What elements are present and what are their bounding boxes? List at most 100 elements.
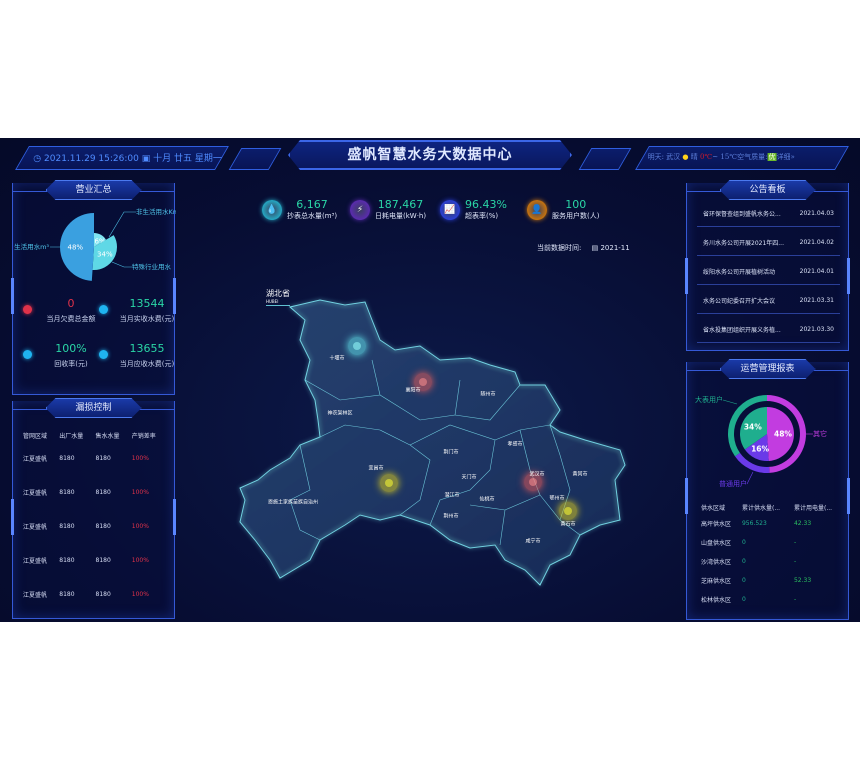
pie-slice[interactable] xyxy=(744,434,769,461)
donut-ring-segment[interactable] xyxy=(735,452,770,473)
pie-slice[interactable] xyxy=(59,213,94,281)
data-time-value[interactable]: 2021-11 xyxy=(600,244,630,252)
col-header: 累计用电量(... xyxy=(793,504,833,512)
table-cell: 江夏盛帆 xyxy=(23,489,48,497)
kpi-label: 服务用户数(人) xyxy=(552,212,600,220)
stat-item: 13655 当月应收水费(元) xyxy=(107,342,187,369)
pie-slice-label: 34% xyxy=(744,423,762,432)
data-time-label: 当前数据时间: xyxy=(537,244,582,252)
table-cell: 高坪供水区 xyxy=(701,521,732,528)
table-cell: 956.523 xyxy=(741,520,767,527)
province-name-en: HUBEI xyxy=(266,299,279,304)
notice-date: 2021.04.01 xyxy=(799,268,834,275)
table-row[interactable]: 沙湾供水区 0 - xyxy=(701,552,846,571)
stat-label: 当月欠费总金额 xyxy=(46,315,96,323)
city-marker[interactable] xyxy=(559,502,577,520)
donut-ring-segment[interactable] xyxy=(728,395,767,457)
city-label[interactable]: 随州市 xyxy=(480,391,496,398)
table-cell: 52.33 xyxy=(793,577,812,584)
table-cell: 8180 xyxy=(59,556,75,564)
city-label[interactable]: 仙桃市 xyxy=(479,496,495,503)
panel-deco xyxy=(847,477,850,514)
notice-item[interactable]: 绥阳水务公司开展植树活动 2021.04.01 xyxy=(697,259,840,285)
table-header-row: 供水区域 累计供水量(... 累计用电量(... xyxy=(701,500,846,514)
city-label[interactable]: 孝感市 xyxy=(507,441,523,448)
panel-deco xyxy=(173,498,176,535)
table-header-row: 管网区域 出厂水量 售水水量 产销差率 xyxy=(23,429,168,441)
city-label[interactable]: 宜昌市 xyxy=(368,465,384,472)
notice-item[interactable]: 省水投集团组织开展义务植... 2021.03.30 xyxy=(697,317,840,343)
pie-slice[interactable] xyxy=(740,407,767,450)
pie-slice[interactable] xyxy=(767,407,795,461)
table-row[interactable]: 江夏盛帆 8180 8180 100% xyxy=(23,509,168,543)
city-label[interactable]: 黄冈市 xyxy=(572,471,588,478)
city-label[interactable]: 天门市 xyxy=(461,474,477,481)
table-cell: 8180 xyxy=(59,488,75,496)
table-row[interactable]: 山盘供水区 0 - xyxy=(701,533,846,552)
leader-lines xyxy=(50,211,136,268)
city-label[interactable]: 咸宁市 xyxy=(525,538,541,545)
table-cell: 山盘供水区 xyxy=(701,540,732,547)
table-cell: - xyxy=(793,558,797,565)
city-label[interactable]: 恩施土家族苗族自治州 xyxy=(267,499,319,506)
table-cell: 松林供水区 xyxy=(701,597,732,604)
notice-date: 2021.03.30 xyxy=(799,326,834,333)
table-cell: 8180 xyxy=(59,590,75,598)
hubei-map[interactable] xyxy=(0,138,860,622)
kpi-value: 96.43% xyxy=(465,198,507,211)
pie-slice[interactable] xyxy=(92,235,118,270)
table-cell: 8180 xyxy=(95,454,111,462)
city-label[interactable]: 荆州市 xyxy=(443,513,459,520)
notice-date: 2021.03.31 xyxy=(799,297,834,304)
stat-indicator-icon xyxy=(99,305,108,314)
city-label[interactable]: 神农架林区 xyxy=(327,410,353,417)
pie-slice[interactable] xyxy=(94,233,106,247)
notice-title: 绥阳水务公司开展植树活动 xyxy=(703,269,776,276)
leader-line xyxy=(746,471,754,485)
stat-item: 100% 回收率(元) xyxy=(31,342,111,369)
city-label[interactable]: 十堰市 xyxy=(329,355,345,362)
city-marker[interactable] xyxy=(414,373,432,391)
table-row[interactable]: 江夏盛帆 8180 8180 100% xyxy=(23,441,168,475)
calendar-icon[interactable]: ▤ xyxy=(591,244,599,252)
city-borders xyxy=(289,359,581,546)
table-row[interactable]: 高坪供水区 956.523 42.33 xyxy=(701,514,846,533)
table-row[interactable]: 江夏盛帆 8180 8180 100% xyxy=(23,475,168,509)
city-label[interactable]: 鄂州市 xyxy=(549,495,565,502)
table-cell: 8180 xyxy=(95,590,111,598)
city-marker[interactable] xyxy=(380,474,398,492)
business-summary-panel: 营业汇总 16% 34% 48% 生活用水m³ 非生活用水Km³ 特殊行业用水 0 当月欠费… xyxy=(11,183,176,395)
table-row[interactable]: 松林供水区 0 - xyxy=(701,590,846,609)
city-label[interactable]: 黄石市 xyxy=(560,521,576,528)
city-label[interactable]: 荆门市 xyxy=(443,449,459,456)
table-cell: 8180 xyxy=(59,522,75,530)
table-cell: 芝麻供水区 xyxy=(701,578,732,585)
table-row[interactable]: 芝麻供水区 0 52.33 xyxy=(701,571,846,590)
stat-value: 13544 xyxy=(129,297,165,310)
panel-title: 漏损控制 xyxy=(46,398,142,418)
table-cell: 0 xyxy=(741,539,746,546)
notice-item[interactable]: 务川水务公司开展2021年四... 2021.04.02 xyxy=(697,230,840,256)
kpi-value: 100 xyxy=(565,198,587,211)
city-label[interactable]: 潜江市 xyxy=(444,492,460,499)
kpi-item: 👤 100 服务用户数(人) xyxy=(527,198,599,221)
col-header: 出厂水量 xyxy=(59,432,84,440)
notice-item[interactable]: 省环保督查组到盛帆水务公... 2021.04.03 xyxy=(697,201,840,227)
table-cell: 江夏盛帆 xyxy=(23,455,48,463)
table-cell: 江夏盛帆 xyxy=(23,591,48,599)
donut-ring-segment[interactable] xyxy=(767,395,806,473)
notice-item[interactable]: 水务公司纪委召开扩大会议 2021.03.31 xyxy=(697,288,840,314)
city-label[interactable]: 襄阳市 xyxy=(405,387,421,394)
table-cell: 100% xyxy=(131,522,149,530)
stat-value: 13655 xyxy=(129,342,165,355)
water-usage-pie-chart: 16% 34% 48% 生活用水m³ 非生活用水Km³ 特殊行业用水 xyxy=(14,207,176,281)
panel-deco xyxy=(685,258,688,295)
table-cell: 江夏盛帆 xyxy=(23,523,48,531)
table-row[interactable]: 江夏盛帆 8180 8180 100% xyxy=(23,543,168,577)
city-label[interactable]: 武汉市 xyxy=(529,471,545,478)
city-marker[interactable] xyxy=(348,337,366,355)
city-marker[interactable] xyxy=(524,473,542,491)
table-row[interactable]: 江夏盛帆 8180 8180 100% xyxy=(23,577,168,611)
notice-board-panel: 公告看板 省环保督查组到盛帆水务公... 2021.04.03 务川水务公司开展20… xyxy=(685,183,850,351)
leak-table: 管网区域 出厂水量 售水水量 产销差率 江夏盛帆 8180 8180 100% 江夏盛帆 818… xyxy=(23,429,168,611)
